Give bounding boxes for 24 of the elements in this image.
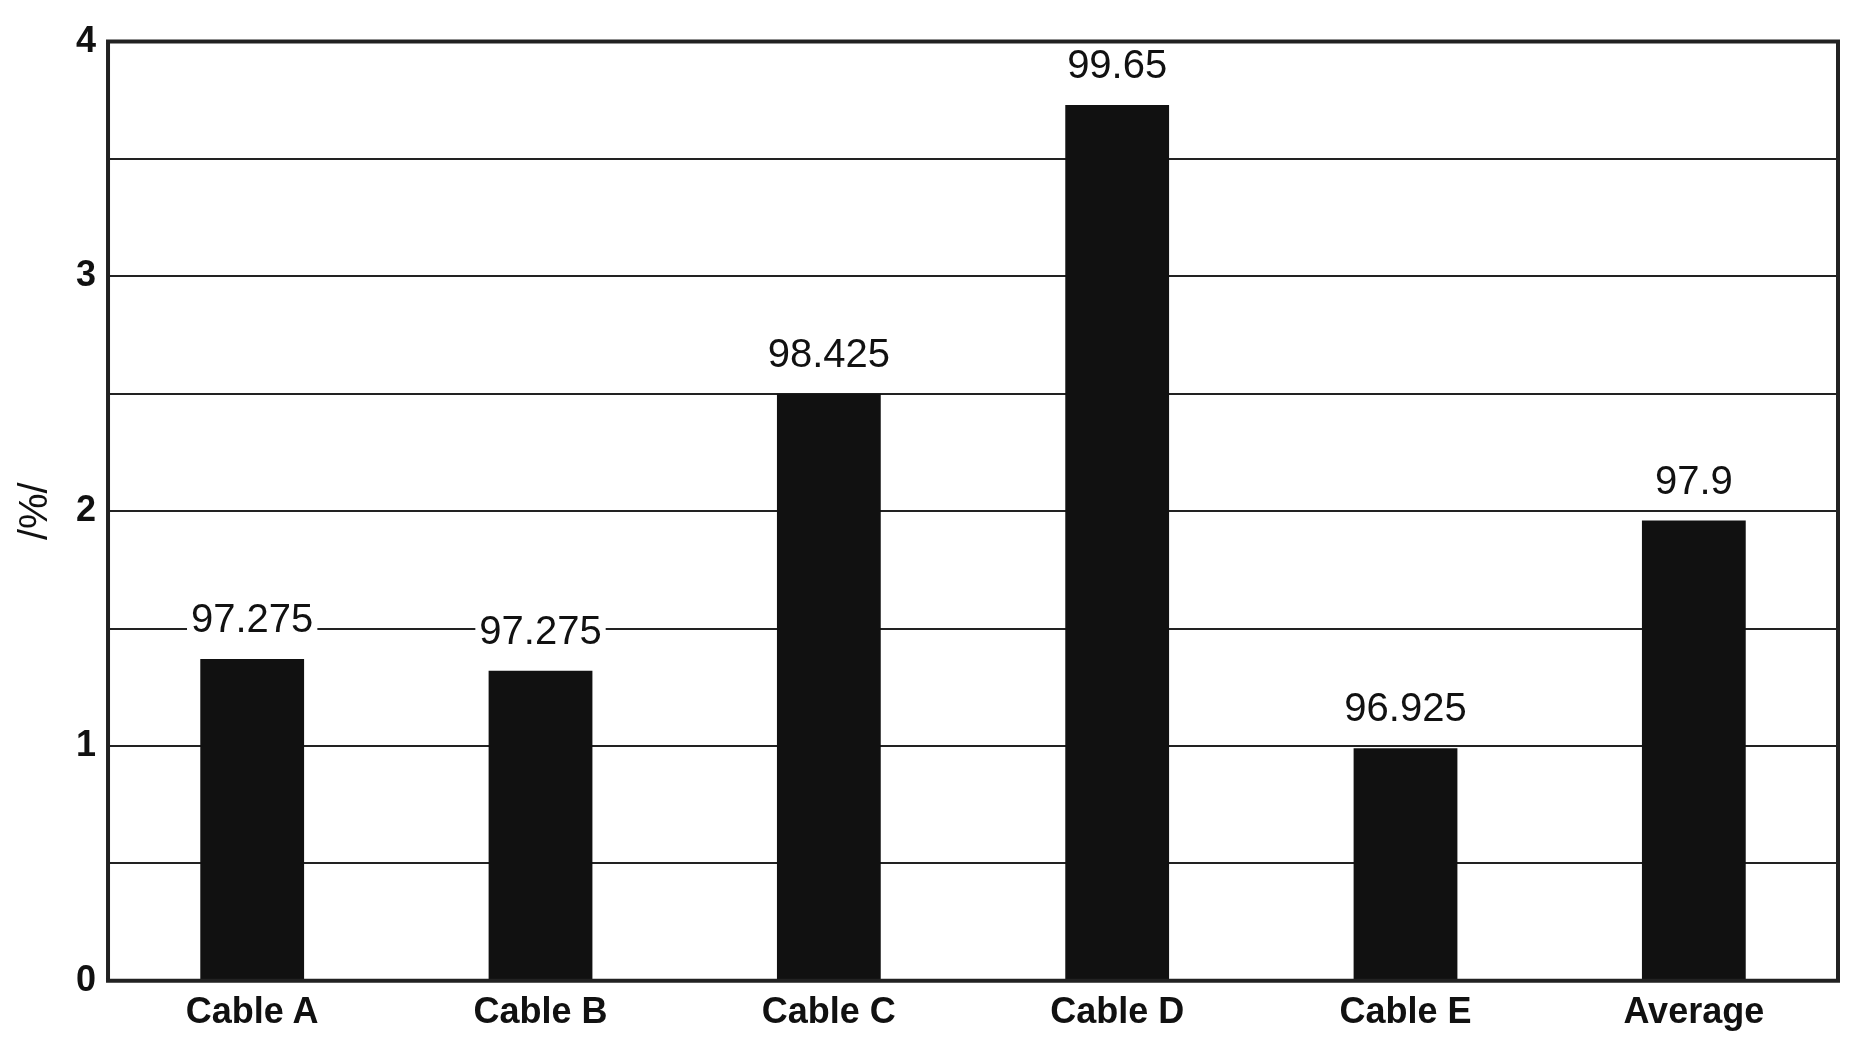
annotation: 99.65 bbox=[1067, 42, 1168, 87]
annotation: 96.925 bbox=[1344, 685, 1467, 730]
y-tick-label: 3 bbox=[75, 253, 97, 295]
annotation: 97.275 bbox=[479, 607, 602, 652]
x-tick-label: Cable D bbox=[1050, 990, 1185, 1032]
y-tick-label: 4 bbox=[75, 18, 97, 60]
annotation: 98.425 bbox=[767, 330, 891, 375]
bar bbox=[1353, 748, 1458, 980]
y-tick-label: 1 bbox=[75, 722, 97, 764]
x-tick-label: Cable C bbox=[761, 990, 896, 1032]
bar bbox=[1641, 520, 1746, 980]
x-tick-label: Cable A bbox=[185, 990, 319, 1032]
bar bbox=[1065, 105, 1170, 980]
x-tick-label: Average bbox=[1623, 990, 1765, 1032]
x-tick-label: Cable B bbox=[473, 990, 608, 1032]
y-axis-title: /%/ bbox=[11, 481, 56, 541]
y-tick-label: 2 bbox=[75, 488, 97, 530]
bar bbox=[200, 659, 305, 980]
annotation: 97.9 bbox=[1654, 457, 1733, 502]
x-tick-label: Cable E bbox=[1339, 990, 1472, 1032]
bar bbox=[776, 393, 881, 980]
annotation: 97.275 bbox=[191, 596, 314, 641]
bar bbox=[488, 670, 593, 980]
y-tick-label: 0 bbox=[75, 957, 97, 999]
